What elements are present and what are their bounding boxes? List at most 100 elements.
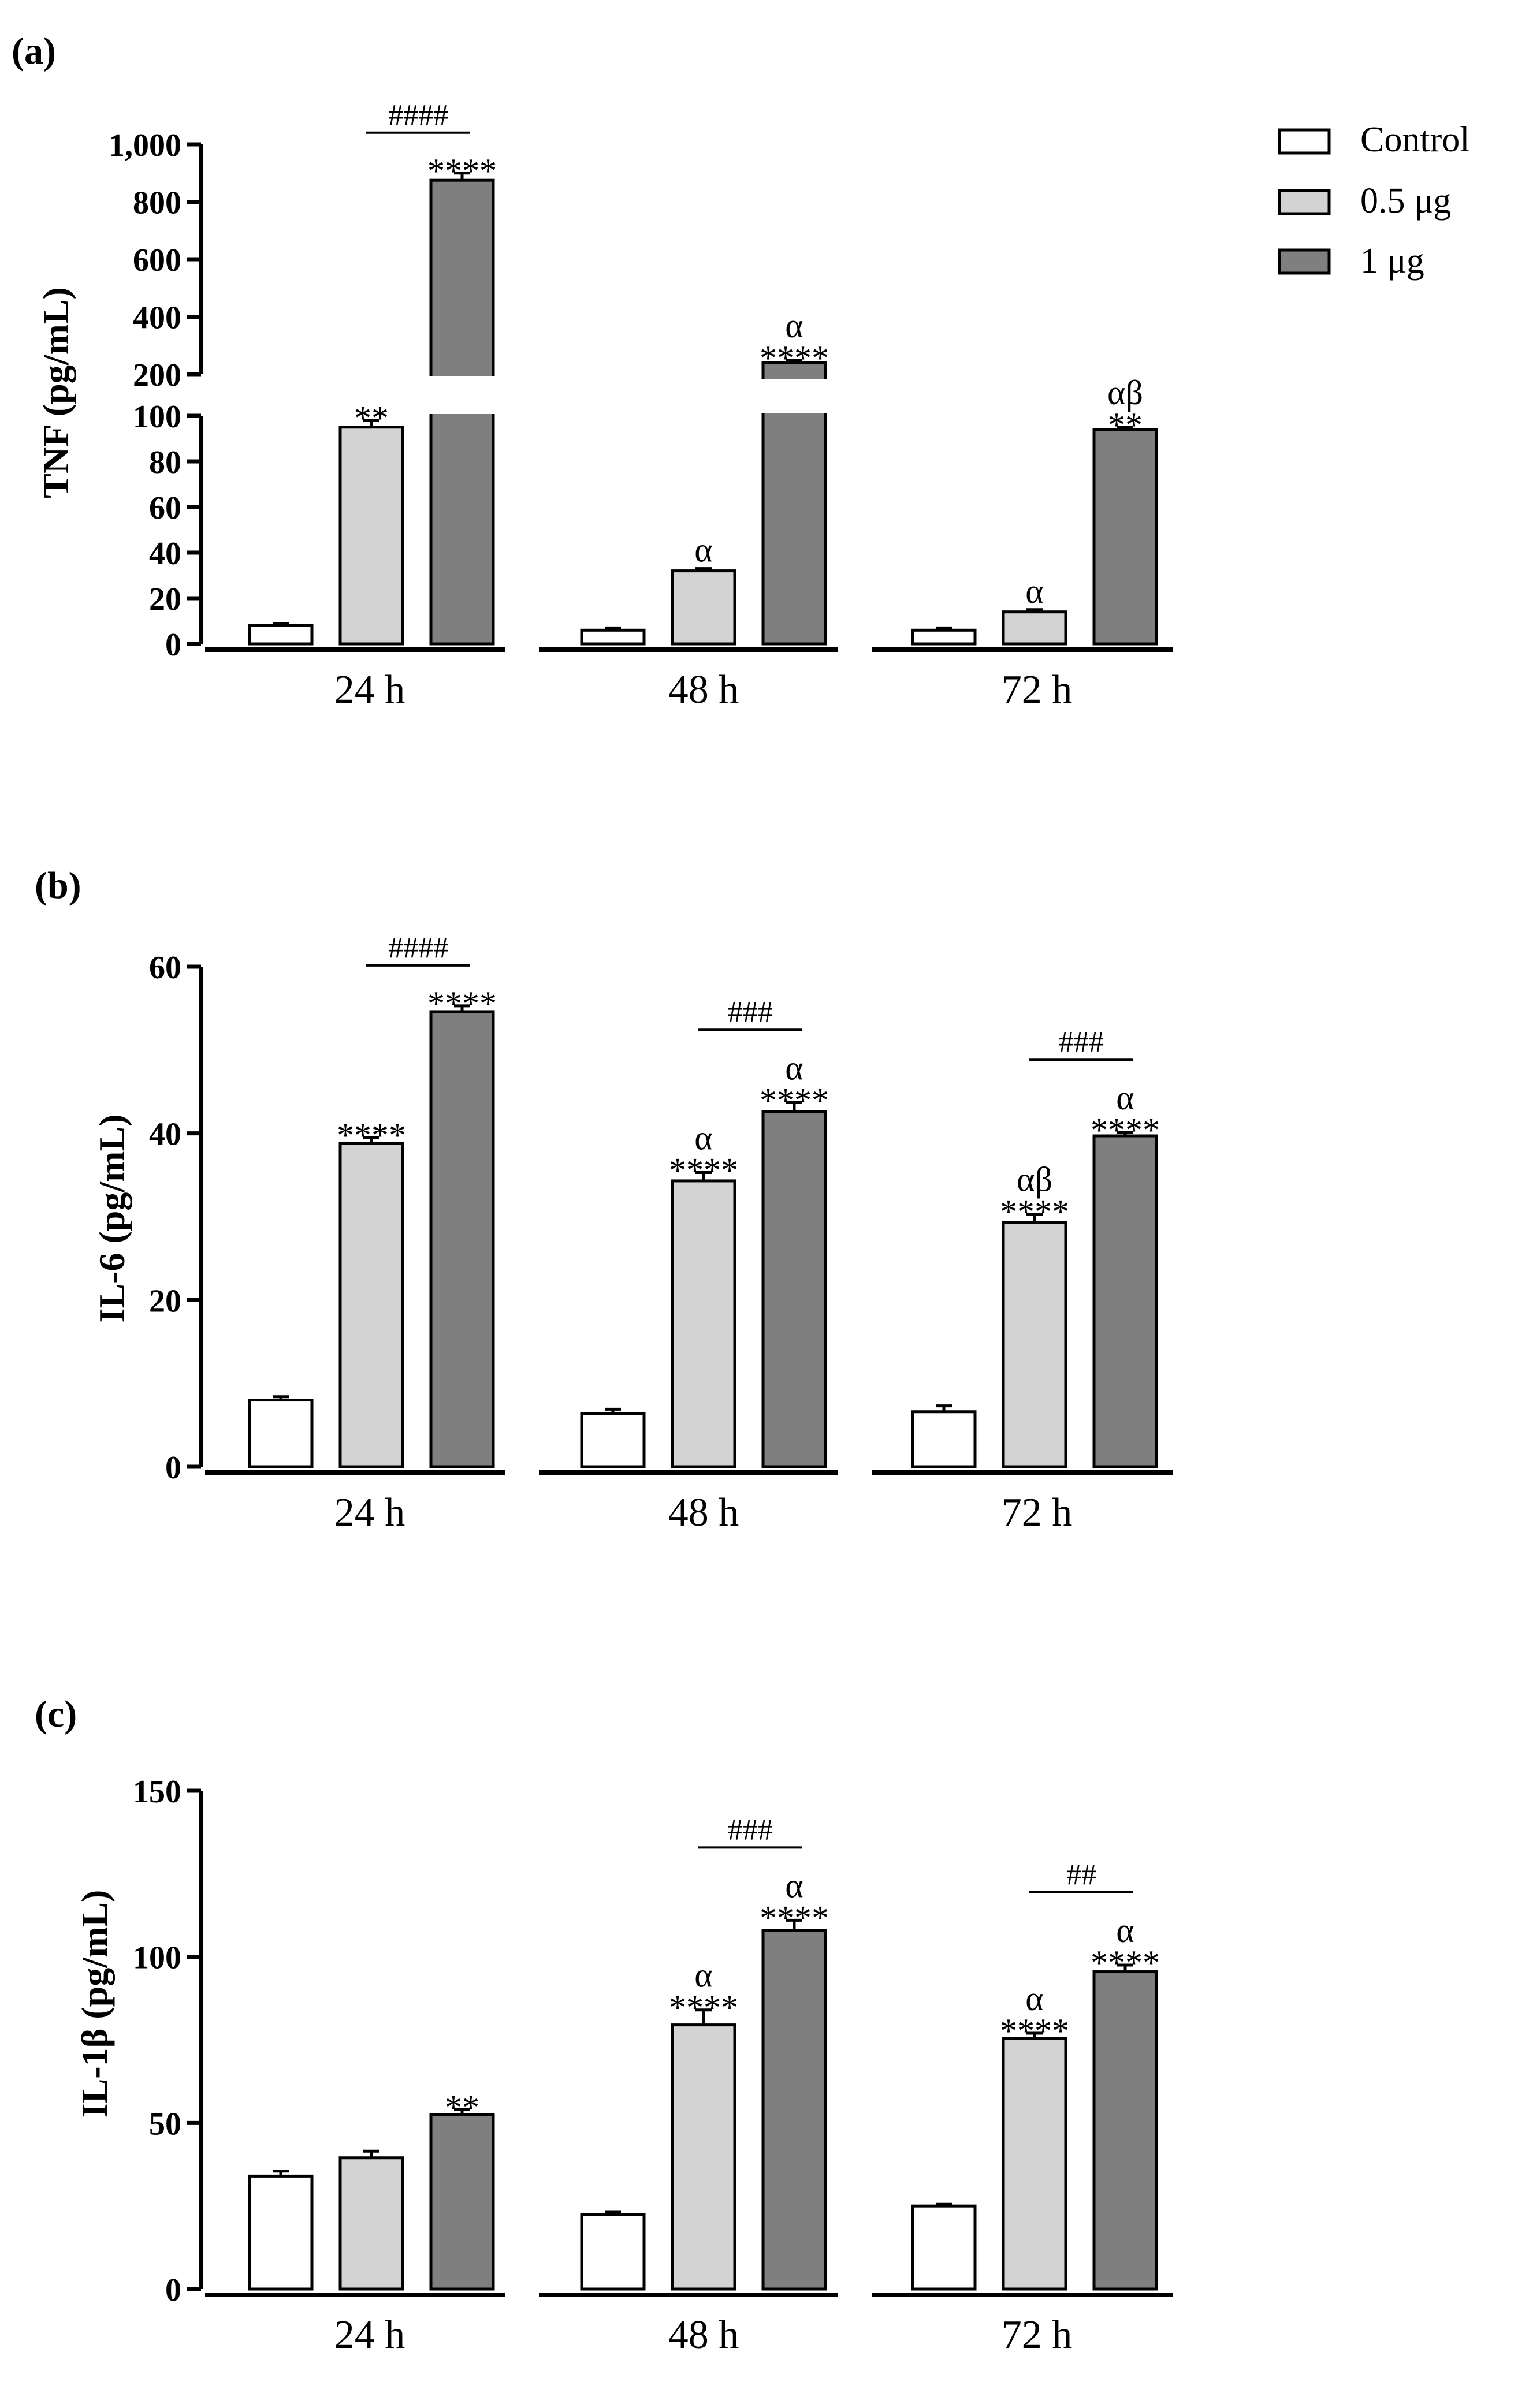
bar-low-dose: [671, 569, 736, 646]
y-tick-label: 150: [133, 1774, 181, 1810]
y-axis-label-il1b: IL-1β (pg/mL): [74, 1890, 115, 2118]
legend-swatch-high-dose: [1278, 248, 1331, 275]
legend-label-control: Control: [1360, 120, 1469, 159]
bar-high-dose: [429, 2113, 495, 2291]
bar-low-dose: [338, 1142, 404, 1468]
bar-low-dose: [1002, 610, 1067, 646]
y-tick-label: 0: [165, 627, 181, 663]
legend-swatch-control: [1278, 128, 1331, 155]
category-label-24h: 24 h: [334, 1490, 405, 1535]
y-axis-label-tnf: TNF (pg/mL): [35, 287, 76, 498]
category-label-48h: 48 h: [668, 2313, 739, 2357]
significance-annotation: ****: [337, 1116, 406, 1154]
y-tick-label: 40: [149, 536, 181, 572]
bar-low-dose: [338, 2156, 404, 2291]
bar-high-dose: [429, 1010, 495, 1468]
bar-high-dose: [1092, 1970, 1158, 2291]
significance-annotation: ****: [427, 985, 497, 1023]
legend-swatch-low-dose: [1278, 189, 1331, 215]
bar-low-dose: [1002, 1221, 1067, 1468]
y-axis-label-il6: IL-6 (pg/mL): [91, 1114, 132, 1323]
significance-annotation: α: [1025, 572, 1043, 610]
comparison-label: ###: [728, 996, 773, 1028]
category-label-48h: 48 h: [668, 668, 739, 712]
significance-annotation: **: [445, 2088, 479, 2126]
category-label-72h: 72 h: [1002, 668, 1073, 712]
y-tick-label: 800: [133, 185, 181, 221]
bar-high-dose: [761, 1929, 827, 2291]
category-label-72h: 72 h: [1002, 1490, 1073, 1535]
significance-annotation: ****: [760, 1081, 829, 1119]
legend-item-control: Control: [1278, 120, 1469, 159]
legend-item-low-dose: 0.5 μg: [1278, 181, 1451, 221]
y-tick-label: 100: [133, 1940, 181, 1976]
y-tick-label: 200: [133, 357, 181, 393]
bar-control: [580, 1412, 646, 1468]
panel-label-c: (c): [35, 1693, 77, 1735]
significance-annotation: **: [354, 399, 389, 437]
significance-annotation: α: [694, 1119, 712, 1157]
significance-annotation: αβ: [1017, 1161, 1052, 1199]
significance-annotation: ****: [1091, 1944, 1160, 1982]
significance-annotation: α: [785, 1866, 803, 1904]
significance-annotation: ****: [669, 1989, 738, 2027]
bar-control: [911, 1410, 977, 1468]
significance-annotation: ****: [760, 1899, 829, 1937]
significance-annotation: ****: [1000, 1193, 1069, 1231]
comparison-label: ###: [728, 1813, 773, 1846]
significance-annotation: ****: [1000, 2012, 1069, 2050]
bar-low-dose: [338, 426, 404, 646]
significance-annotation: α: [785, 1049, 803, 1087]
bar-control: [911, 2204, 977, 2291]
bar-control: [248, 1399, 314, 1468]
bar-high-dose: [1092, 428, 1158, 646]
comparison-label: ##: [1066, 1858, 1096, 1891]
bar-high-dose: [1092, 1134, 1158, 1468]
category-label-48h: 48 h: [668, 1490, 739, 1535]
bar-control: [580, 2213, 646, 2291]
comparison-label: ####: [388, 931, 448, 964]
significance-annotation: ****: [669, 1151, 738, 1190]
y-tick-label: 600: [133, 243, 181, 278]
significance-annotation: α: [1116, 1079, 1134, 1117]
significance-annotation: ****: [427, 152, 497, 190]
y-tick-label: 0: [165, 2272, 181, 2308]
comparison-label: ####: [388, 99, 448, 132]
y-tick-label: 0: [165, 1450, 181, 1486]
bar-low-dose: [671, 2023, 736, 2291]
significance-annotation: **: [1108, 406, 1143, 444]
significance-annotation: ****: [760, 339, 829, 377]
significance-annotation: α: [1025, 1980, 1043, 2018]
bar-control: [248, 624, 314, 646]
legend-label-high-dose: 1 μg: [1360, 241, 1424, 281]
significance-annotation: αβ: [1107, 374, 1143, 412]
panel-label-b: (b): [35, 864, 81, 907]
y-tick-label: 20: [149, 1283, 181, 1319]
panel-a: 0 20 40 60 80 100 200 400 600 800 1,000 24 h 48 h 72 …: [109, 99, 1173, 712]
bar-high-dose: [761, 1110, 827, 1468]
axis-break-gap: [427, 376, 497, 414]
significance-annotation: α: [1116, 1911, 1134, 1949]
y-tick-label: 80: [149, 445, 181, 480]
significance-annotation: ****: [1091, 1111, 1160, 1149]
legend: Control 0.5 μg 1 μg: [1278, 120, 1469, 281]
comparison-label: ###: [1059, 1026, 1104, 1058]
y-tick-label: 1,000: [109, 128, 181, 163]
category-label-24h: 24 h: [334, 2313, 405, 2357]
panel-label-a: (a): [12, 30, 56, 72]
bar-control: [248, 2174, 314, 2291]
legend-item-high-dose: 1 μg: [1278, 241, 1424, 281]
bar-low-dose: [1002, 2037, 1067, 2291]
axis-break-gap: [760, 379, 829, 413]
significance-annotation: α: [694, 531, 712, 569]
y-tick-label: 60: [149, 490, 181, 526]
bar-control: [911, 628, 977, 646]
y-tick-label: 20: [149, 582, 181, 617]
bar-low-dose: [671, 1179, 736, 1468]
y-tick-label: 50: [149, 2106, 181, 2142]
bar-control: [580, 628, 646, 646]
y-tick-label: 400: [133, 300, 181, 336]
